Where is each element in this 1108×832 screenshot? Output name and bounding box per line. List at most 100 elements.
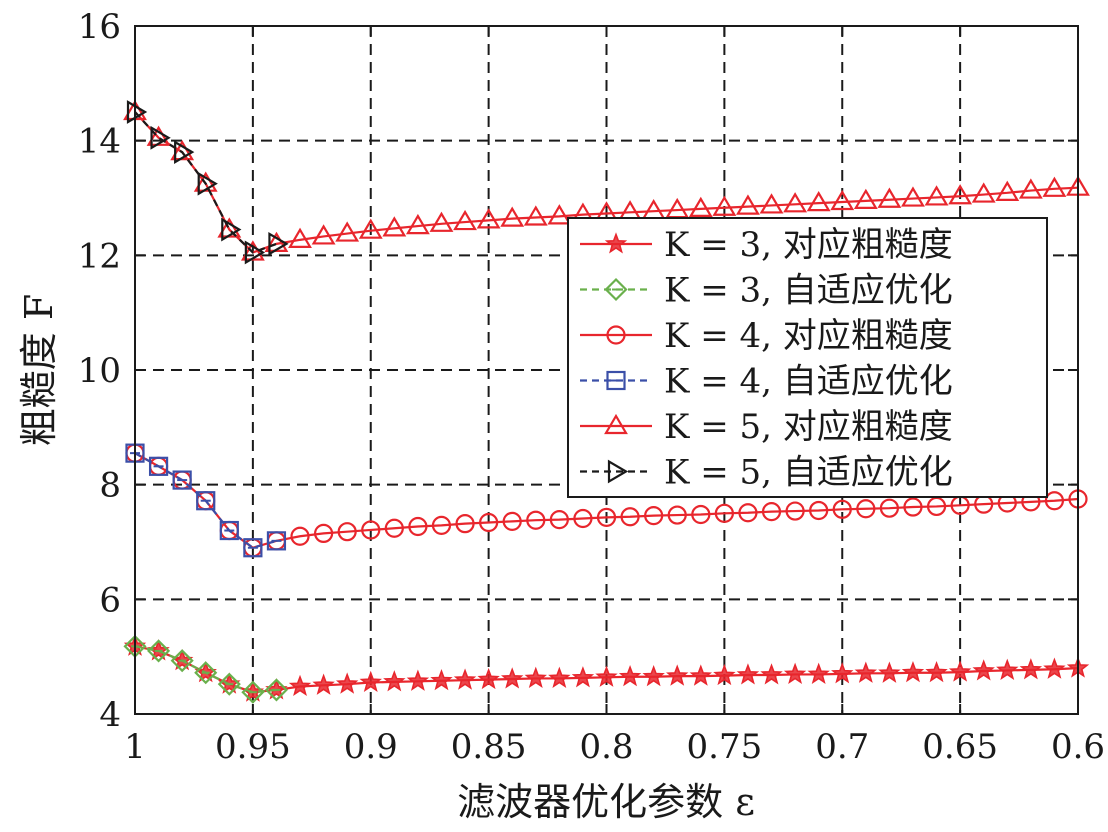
data-point	[1019, 658, 1043, 680]
y-tick-label: 4	[99, 695, 121, 735]
data-point	[783, 192, 808, 213]
data-point	[688, 196, 713, 217]
x-axis-label: 滤波器优化参数 ε	[457, 780, 755, 824]
data-point	[903, 497, 923, 517]
data-point	[288, 674, 312, 697]
x-tick-label: 0.9	[344, 727, 398, 767]
data-point	[736, 663, 760, 685]
legend-label: K = 5, 自适应优化	[664, 453, 953, 493]
legend-label: K = 4, 对应粗糙度	[664, 316, 953, 356]
legend-entry: K = 3, 对应粗糙度	[580, 225, 953, 265]
data-point	[335, 672, 359, 694]
data-point	[453, 668, 477, 690]
legend-entry: K = 3, 自适应优化	[580, 271, 953, 311]
legend-box	[567, 217, 1048, 498]
data-point	[714, 503, 734, 523]
data-point	[924, 185, 949, 206]
data-point	[548, 666, 571, 688]
data-point	[807, 662, 830, 684]
data-point	[502, 511, 522, 531]
data-point	[879, 498, 900, 518]
data-point	[335, 221, 360, 242]
data-point	[196, 491, 216, 511]
data-point	[618, 664, 642, 687]
data-point	[430, 668, 453, 691]
data-point	[806, 190, 831, 212]
x-tick-label: 0.6	[1051, 727, 1105, 767]
data-point	[785, 501, 805, 521]
data-point	[405, 213, 430, 235]
data-point	[312, 673, 335, 695]
data-point	[174, 140, 195, 165]
legend-marker	[606, 325, 626, 345]
x-tick-label: 0.75	[687, 727, 763, 767]
data-point	[477, 667, 500, 690]
legend-label: K = 3, 对应粗糙度	[664, 225, 953, 265]
x-tick-label: 0.7	[815, 727, 869, 767]
data-point	[549, 510, 569, 530]
data-point	[290, 526, 310, 546]
data-point	[219, 520, 239, 541]
data-point	[311, 224, 336, 245]
data-point	[243, 538, 263, 558]
data-point	[830, 189, 855, 211]
data-point	[453, 209, 477, 231]
y-axis-label: 粗糙度 F	[17, 294, 61, 446]
data-point	[1018, 178, 1043, 199]
data-point	[126, 100, 148, 124]
data-point	[971, 182, 996, 203]
data-point	[691, 504, 711, 525]
series-4	[125, 443, 287, 558]
data-point	[783, 662, 807, 684]
data-point	[194, 661, 218, 685]
data-point	[925, 660, 948, 683]
data-point	[500, 667, 524, 689]
data-point	[170, 649, 194, 673]
data-point	[666, 664, 689, 686]
data-point	[147, 639, 171, 663]
data-point	[996, 658, 1019, 680]
legend-label: K = 4, 自适应优化	[664, 362, 953, 402]
data-point	[854, 661, 878, 683]
data-point	[408, 516, 428, 537]
data-point	[713, 663, 736, 686]
data-point	[644, 506, 664, 526]
data-point	[1042, 176, 1067, 197]
data-point	[383, 670, 406, 692]
data-point	[431, 515, 452, 535]
data-point	[948, 184, 973, 205]
legend-marker	[604, 232, 628, 254]
data-point	[526, 510, 546, 530]
data-point	[288, 227, 312, 248]
x-tick-label: 0.95	[215, 727, 291, 767]
x-tick-label: 0.8	[579, 727, 633, 767]
data-point	[382, 216, 407, 237]
data-point	[358, 218, 383, 239]
y-tick-label: 14	[78, 122, 121, 162]
data-point	[221, 217, 242, 242]
data-point	[736, 194, 760, 215]
data-point	[573, 508, 593, 529]
y-tick-label: 6	[99, 580, 121, 620]
data-point	[429, 211, 454, 232]
data-point	[667, 505, 687, 525]
data-point	[264, 678, 289, 702]
data-point	[268, 231, 289, 256]
data-point	[359, 670, 382, 692]
series-layer	[123, 99, 1090, 704]
data-point	[877, 187, 902, 208]
data-point	[148, 456, 169, 476]
legend-entry: K = 5, 对应粗糙度	[580, 407, 953, 447]
data-point	[406, 669, 430, 691]
data-point	[759, 193, 784, 214]
legend-label: K = 5, 对应粗糙度	[664, 407, 953, 447]
data-point	[853, 188, 878, 209]
y-tick-label: 16	[78, 7, 121, 47]
data-point	[244, 240, 266, 265]
legend-marker	[604, 277, 628, 302]
data-point	[524, 666, 547, 688]
data-point	[620, 507, 640, 527]
data-point	[361, 520, 381, 540]
legend: K = 3, 对应粗糙度 K = 3, 自适应优化 K = 4, 对应粗糙度 K = …	[567, 217, 1048, 498]
data-point	[596, 507, 617, 527]
